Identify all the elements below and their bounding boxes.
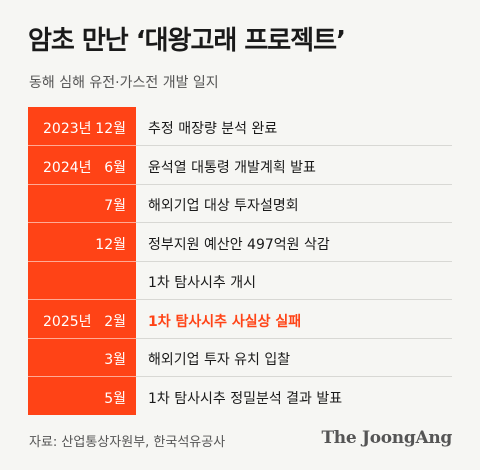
timeline-date-cell: 2024년 6월: [28, 146, 136, 184]
timeline-row: 2024년 6월 윤석열 대통령 개발계획 발표: [28, 146, 452, 185]
row-divider: [28, 222, 136, 223]
page-subtitle: 동해 심해 유전·가스전 개발 일지: [29, 75, 219, 91]
timeline-month: 2월: [104, 313, 126, 330]
row-divider: [136, 299, 452, 300]
timeline-event: 1차 탐사시추 개시: [148, 275, 256, 291]
timeline-row: 7월 해외기업 대상 투자설명회: [28, 184, 452, 223]
timeline-date-cell: 3월: [28, 338, 136, 376]
timeline-event: 1차 탐사시추 정밀분석 결과 발표: [148, 390, 343, 407]
row-divider: [136, 183, 452, 185]
timeline-event: 추정 매장량 분석 완료: [148, 121, 278, 137]
source-note: 자료: 산업통상자원부, 한국석유공사: [29, 435, 226, 450]
timeline-year: 2023년: [43, 121, 92, 137]
timeline-row: 2025년 2월 1차 탐사시추 사실상 실패: [28, 300, 452, 339]
row-divider: [136, 145, 452, 146]
row-divider: [136, 222, 452, 223]
timeline-row: 3월 해외기업 투자 유치 입찰: [28, 338, 452, 377]
timeline-month: 5월: [104, 390, 126, 407]
timeline-date-cell: [28, 261, 136, 299]
timeline-month: 12월: [95, 121, 126, 137]
timeline-row: 12월 정부지원 예산안 497억원 삭감: [28, 223, 452, 262]
timeline-event: 윤석열 대통령 개발계획 발표: [148, 159, 316, 176]
page-title: 암초 만난 ‘대왕고래 프로젝트’: [28, 26, 346, 56]
timeline-month: 7월: [104, 198, 126, 214]
row-divider: [28, 183, 136, 185]
timeline-row: 2023년 12월 추정 매장량 분석 완료: [28, 107, 452, 146]
timeline-month: 6월: [104, 159, 126, 176]
row-divider: [28, 376, 136, 377]
timeline-event: 정부지원 예산안 497억원 삭감: [148, 236, 330, 253]
row-divider: [28, 299, 136, 300]
timeline-year: 2025년: [43, 313, 92, 330]
timeline-date-cell: 2025년 2월: [28, 300, 136, 338]
timeline-month: 3월: [104, 352, 126, 368]
timeline-event: 1차 탐사시추 사실상 실패: [148, 313, 302, 330]
row-divider: [28, 337, 136, 339]
timeline-date-cell: 12월: [28, 223, 136, 261]
timeline-row: 5월 1차 탐사시추 정밀분석 결과 발표: [28, 377, 452, 415]
row-divider: [28, 145, 136, 146]
row-divider: [28, 260, 136, 262]
timeline-year: 2024년: [43, 159, 92, 176]
timeline-event: 해외기업 투자 유치 입찰: [148, 352, 291, 368]
timeline-date-cell: 5월: [28, 377, 136, 415]
row-divider: [136, 376, 452, 377]
timeline-date-cell: 2023년 12월: [28, 107, 136, 145]
timeline-date-cell: 7월: [28, 184, 136, 222]
timeline-row: 1차 탐사시추 개시: [28, 261, 452, 300]
publisher-logo: The JoongAng: [321, 428, 452, 448]
timeline-event: 해외기업 대상 투자설명회: [148, 198, 299, 214]
row-divider: [136, 260, 452, 262]
row-divider: [136, 337, 452, 339]
timeline-month: 12월: [95, 236, 126, 253]
